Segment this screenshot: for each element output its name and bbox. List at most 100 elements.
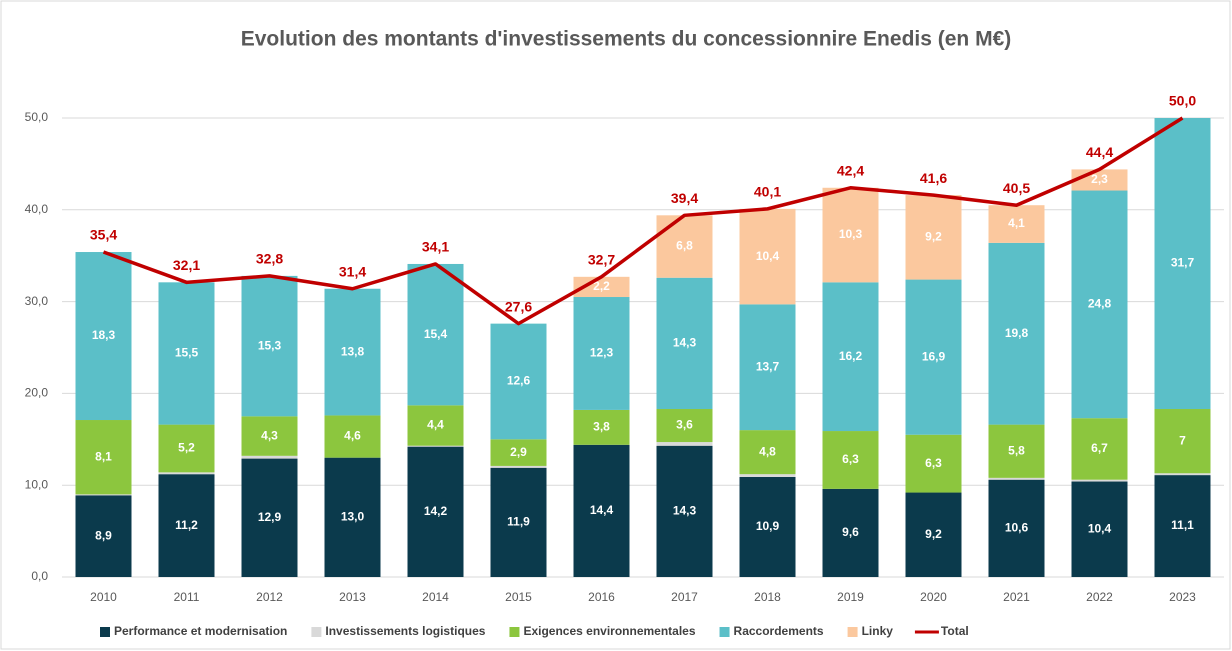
bar-segment — [988, 424, 1045, 478]
segment-label: 9,2 — [925, 527, 942, 541]
segment-label: 15,5 — [175, 346, 199, 360]
segment-label: 12,3 — [590, 346, 614, 360]
bar-segment — [158, 472, 215, 475]
bar-segment — [158, 424, 215, 473]
segment-label: 4,6 — [344, 429, 361, 443]
bar-segment — [1154, 409, 1211, 474]
bar-segment — [988, 479, 1045, 577]
segment-label: 3,6 — [676, 418, 693, 432]
bar-segment — [739, 208, 796, 305]
legend-label: Linky — [862, 624, 894, 638]
segment-label: 6,8 — [676, 239, 693, 253]
segment-label: 15,4 — [424, 327, 448, 341]
total-label: 31,4 — [339, 263, 366, 279]
total-label: 42,4 — [837, 162, 864, 178]
segment-label: 14,4 — [590, 503, 614, 517]
bar-segment — [573, 297, 630, 410]
x-tick-label: 2010 — [90, 590, 117, 604]
bar-segment — [822, 431, 879, 489]
bar-segment — [75, 494, 132, 496]
bar-segment — [1154, 473, 1211, 476]
x-tick-label: 2016 — [588, 590, 615, 604]
segment-label: 14,3 — [673, 504, 697, 518]
bar-segment — [490, 467, 547, 577]
bar-segment — [1071, 418, 1128, 480]
bar-segment — [241, 416, 298, 456]
bar-segment — [490, 439, 547, 466]
bar-segment — [490, 323, 547, 440]
bar-segment — [1154, 118, 1211, 410]
legend-label: Raccordements — [734, 624, 824, 638]
legend-swatch — [509, 627, 520, 637]
x-tick-label: 2020 — [920, 590, 947, 604]
bar-segment — [739, 474, 796, 477]
y-tick-label: 40,0 — [25, 202, 49, 216]
total-label: 32,7 — [588, 252, 615, 268]
segment-label: 31,7 — [1171, 256, 1195, 270]
x-tick-label: 2014 — [422, 590, 449, 604]
bar-segment — [1154, 475, 1211, 577]
x-tick-label: 2012 — [256, 590, 283, 604]
bar-segment — [656, 215, 713, 278]
total-label: 34,1 — [422, 239, 449, 255]
bar-segment — [905, 434, 962, 493]
segment-label: 9,6 — [842, 525, 859, 539]
segment-label: 10,6 — [1005, 521, 1029, 535]
segment-label: 11,9 — [507, 515, 530, 529]
total-label: 35,4 — [90, 227, 117, 243]
x-tick-label: 2018 — [754, 590, 781, 604]
segment-label: 6,7 — [1091, 441, 1108, 455]
x-tick-label: 2019 — [837, 590, 864, 604]
bar-segment — [1071, 481, 1128, 577]
total-line — [102, 116, 1184, 326]
bar-segment — [656, 277, 713, 410]
x-tick-label: 2011 — [174, 590, 200, 604]
bar-segment — [739, 476, 796, 577]
segment-label: 11,1 — [1171, 518, 1194, 532]
bar-segment — [656, 445, 713, 577]
bar-segment — [241, 458, 298, 577]
segment-label: 9,2 — [925, 230, 942, 244]
total-label: 44,4 — [1086, 144, 1113, 160]
bar-segment — [573, 409, 630, 445]
total-label: 32,1 — [173, 257, 200, 273]
bar-segment — [407, 405, 464, 446]
segment-label: 13,8 — [341, 344, 365, 358]
x-tick-label: 2022 — [1086, 590, 1113, 604]
total-label: 39,4 — [671, 190, 698, 206]
legend-label: Exigences environnementales — [523, 624, 695, 638]
bar-segment — [905, 195, 962, 280]
segment-label: 7 — [1179, 433, 1186, 447]
bar-segment — [988, 477, 1045, 480]
segment-label: 5,8 — [1008, 443, 1025, 457]
bar-segment — [988, 242, 1045, 425]
x-tick-label: 2015 — [505, 590, 532, 604]
bar-segment — [324, 288, 381, 416]
x-tick-label: 2023 — [1169, 590, 1196, 604]
bar-segment — [822, 488, 879, 577]
bar-segment — [407, 446, 464, 577]
bar-segment — [241, 455, 298, 459]
segment-label: 10,4 — [1088, 521, 1112, 535]
bar-segment — [905, 279, 962, 435]
segment-label: 2,9 — [510, 445, 527, 459]
bar-segment — [324, 457, 381, 577]
bar-segment — [1071, 479, 1128, 482]
segment-label: 2,3 — [1091, 172, 1108, 186]
total-label: 40,5 — [1003, 180, 1030, 196]
legend-label: Investissements logistiques — [325, 624, 485, 638]
bar-segment — [988, 205, 1045, 243]
segment-label: 2,2 — [593, 279, 610, 293]
segment-label: 15,3 — [258, 338, 282, 352]
bar-segment — [822, 282, 879, 432]
segment-label: 10,9 — [756, 519, 780, 533]
segment-label: 5,2 — [178, 441, 195, 455]
bar-segment — [739, 430, 796, 475]
segment-label: 10,4 — [756, 249, 780, 263]
bar-segment — [158, 282, 215, 425]
bar-segment — [75, 420, 132, 495]
segment-label: 6,3 — [925, 456, 942, 470]
legend-swatch — [100, 627, 110, 637]
bar-segment — [241, 275, 298, 417]
